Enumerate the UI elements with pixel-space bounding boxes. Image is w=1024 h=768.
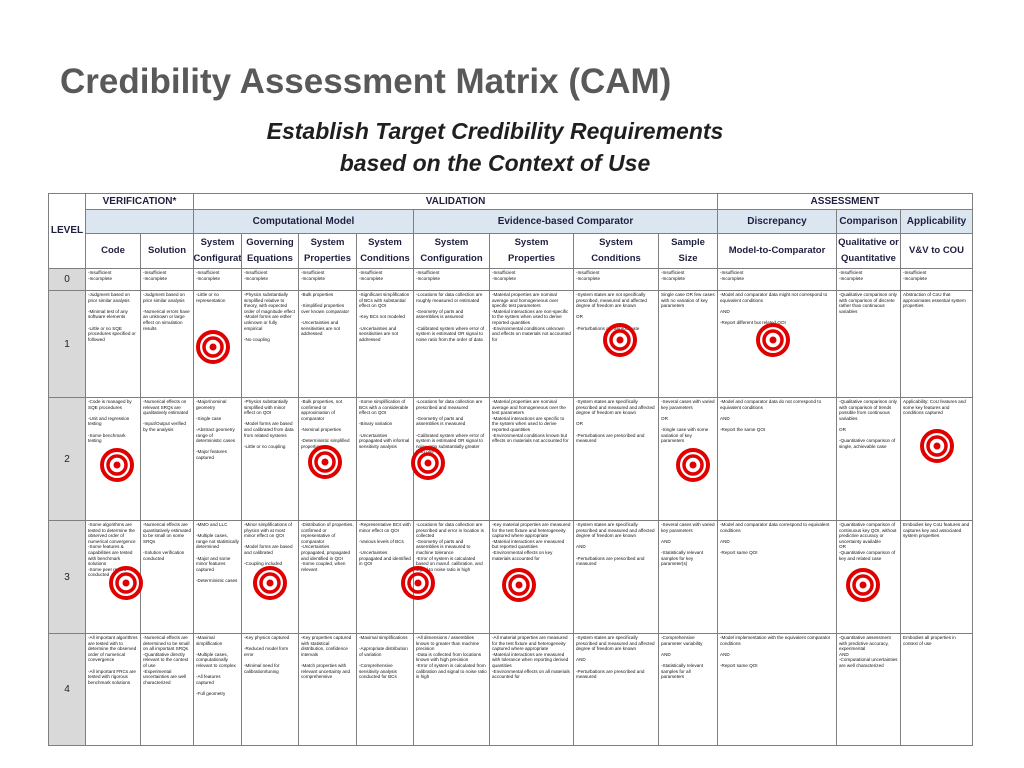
matrix-cell: -Insufficient -Incomplete <box>85 268 141 291</box>
matrix-cell: -Insufficient -Incomplete <box>241 268 299 291</box>
matrix-cell: -Insufficient -Incomplete <box>298 268 357 291</box>
matrix-cell: -Insufficient -Incomplete <box>413 268 490 291</box>
matrix-cell: -Material properties are nominal average… <box>489 397 574 521</box>
matrix-cell: -Minor simplifications of physics with a… <box>241 520 299 634</box>
matrix-cell: -Maximal simplification -Multiple cases,… <box>193 633 242 746</box>
matrix-cell: -Some simplification of BCs with a consi… <box>356 397 414 521</box>
matrix-cell: -Maximal simplifications -Appropriate di… <box>356 633 414 746</box>
matrix-cell: -Quantitative comparison of continuous k… <box>836 520 901 634</box>
matrix-cell: -Code is managed by SQE procedures -Unit… <box>85 397 141 521</box>
subtitle: Establish Target Credibility Requirement… <box>266 118 724 144</box>
matrix-cell: -System states are not specifically pres… <box>573 290 659 398</box>
level-label: 2 <box>48 397 86 521</box>
matrix-cell: -Numerical effects are quantitatively es… <box>140 520 194 634</box>
matrix-cell: -Insufficient -Incomplete <box>900 268 973 291</box>
blank-header <box>85 209 194 234</box>
matrix-cell: -Physics substantially simplified relati… <box>241 290 299 398</box>
matrix-cell: -Model and comparator data correspond to… <box>717 520 837 634</box>
matrix-cell: -Model implementation with the equivalen… <box>717 633 837 746</box>
matrix-cell: -Judgment based on prior similar analysi… <box>85 290 141 398</box>
matrix-cell: -Major/nominal geometry -Single case -Ab… <box>193 397 242 521</box>
matrix-cell: -Significant simplification of BCs with … <box>356 290 414 398</box>
matrix-cell: Single case OR few cases with no variati… <box>658 290 718 398</box>
group-header: VALIDATION <box>193 193 718 210</box>
matrix-cell: -Model and comparator data do not corres… <box>717 397 837 521</box>
matrix-cell: -Insufficient -Incomplete <box>140 268 194 291</box>
matrix-cell: -System states are specifically prescrib… <box>573 633 659 746</box>
matrix-cell: -Locations for data collection are presc… <box>413 520 490 634</box>
column-header: Solution <box>140 233 194 269</box>
matrix-cell: -Some algorithms are tested to determine… <box>85 520 141 634</box>
column-header: System Conditions <box>356 233 414 269</box>
column-header: Governing Equations <box>241 233 299 269</box>
matrix-cell: -Comprehensive parameter variability AND… <box>658 633 718 746</box>
matrix-cell: -Judgment based on prior similar analysi… <box>140 290 194 398</box>
matrix-cell: -Insufficient -Incomplete <box>573 268 659 291</box>
matrix-cell: -Insufficient -Incomplete <box>489 268 574 291</box>
matrix-cell: -Bulk properties -Simplified properties … <box>298 290 357 398</box>
matrix-cell: -All important algorithms are tested wit… <box>85 633 141 746</box>
matrix-cell: -All material properties are measured fo… <box>489 633 574 746</box>
matrix-cell: -Quantitative assessment with predictive… <box>836 633 901 746</box>
matrix-cell: -Qualitative comparison only with compar… <box>836 290 901 398</box>
matrix-cell: -Locations for data collection are rough… <box>413 290 490 398</box>
matrix-cell: Embodies all properties in context of us… <box>900 633 973 746</box>
matrix-cell: -Key physics captured -Reduced model for… <box>241 633 299 746</box>
column-header: System Configurat <box>193 233 242 269</box>
matrix-cell: -Model and comparator data might not cor… <box>717 290 837 398</box>
matrix-cell: -Insufficient -Incomplete <box>836 268 901 291</box>
column-header: System Properties <box>489 233 574 269</box>
subgroup-header: Comparison <box>836 209 901 234</box>
matrix-cell: -Distribution of properties, confirmed o… <box>298 520 357 634</box>
matrix-cell: Applicability: CoU features and some key… <box>900 397 973 521</box>
level-label: 0 <box>48 268 86 291</box>
matrix-cell: -Bulk properties, not confirmed or appro… <box>298 397 357 521</box>
matrix-cell: -Material properties are nominal average… <box>489 290 574 398</box>
subtitle: based on the Context of Use <box>339 150 651 176</box>
subgroup-header: Discrepancy <box>717 209 837 234</box>
matrix-cell: -MMO and LLC -Multiple cases, range not … <box>193 520 242 634</box>
column-header: Sample Size <box>658 233 718 269</box>
group-header: ASSESSMENT <box>717 193 973 210</box>
matrix-cell: Embodies key CoU features and captures k… <box>900 520 973 634</box>
level-label: 4 <box>48 633 86 746</box>
matrix-cell: -Key properties captured with statistica… <box>298 633 357 746</box>
column-header: System Configuration <box>413 233 490 269</box>
matrix-cell: -All dimensions / assemblies known to gr… <box>413 633 490 746</box>
level-label: 3 <box>48 520 86 634</box>
matrix-cell: -Insufficient -Incomplete <box>193 268 242 291</box>
matrix-cell: -Numerical effects on relevant SRQs are … <box>140 397 194 521</box>
column-header: Model-to-Comparator <box>717 233 837 269</box>
matrix-cell: -Several cases with varied key parameter… <box>658 520 718 634</box>
matrix-cell: -Insufficient -Incomplete <box>717 268 837 291</box>
column-header: Code <box>85 233 141 269</box>
matrix-cell: -Key material properties are measured fo… <box>489 520 574 634</box>
subgroup-header: Computational Model <box>193 209 414 234</box>
matrix-cell: -System states are specifically prescrib… <box>573 520 659 634</box>
subgroup-header: Evidence-based Comparator <box>413 209 718 234</box>
column-header: V&V to COU <box>900 233 973 269</box>
column-header: System Properties <box>298 233 357 269</box>
column-header: Qualitative or Quantitative <box>836 233 901 269</box>
subgroup-header: Applicability <box>900 209 973 234</box>
matrix-cell: -Qualitative comparison only with compar… <box>836 397 901 521</box>
column-header: System Conditions <box>573 233 659 269</box>
level-label: 1 <box>48 290 86 398</box>
slide-title: Credibility Assessment Matrix (CAM) <box>60 62 672 101</box>
matrix-cell: -System states are specifically prescrib… <box>573 397 659 521</box>
matrix-cell: -Little or no representation <box>193 290 242 398</box>
matrix-cell: -Locations for data collection are presc… <box>413 397 490 521</box>
matrix-cell: -Numerical effects are determined to be … <box>140 633 194 746</box>
group-header: VERIFICATION* <box>85 193 194 210</box>
matrix-cell: -Physics substantially simplified with m… <box>241 397 299 521</box>
matrix-cell: -Representative BCs with minor effect on… <box>356 520 414 634</box>
matrix-cell: -Insufficient -Incomplete <box>658 268 718 291</box>
matrix-cell: Abstraction of CoU that approximates ess… <box>900 290 973 398</box>
matrix-cell: -Several cases with varied key parameter… <box>658 397 718 521</box>
level-header: LEVEL <box>48 193 86 269</box>
matrix-cell: -Insufficient -Incomplete <box>356 268 414 291</box>
